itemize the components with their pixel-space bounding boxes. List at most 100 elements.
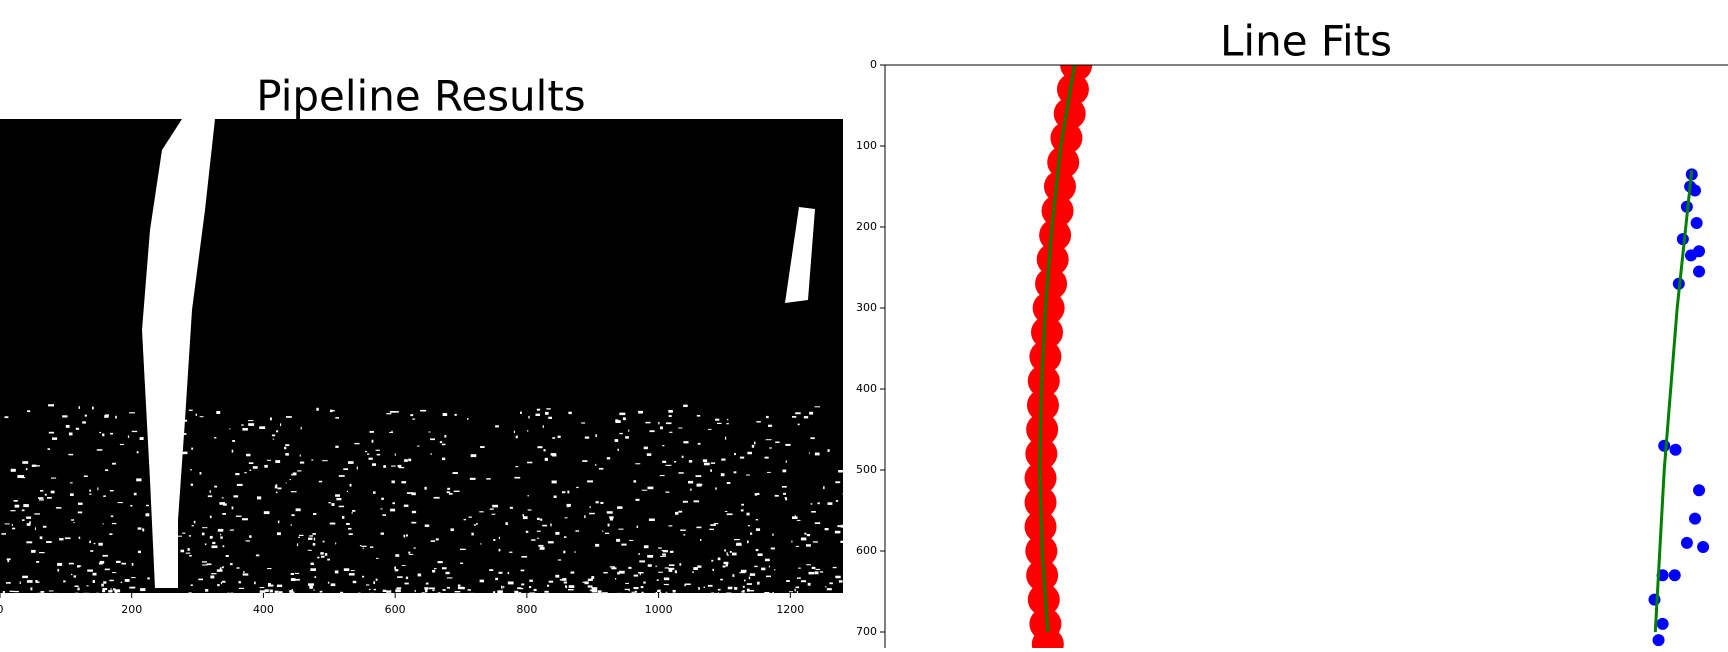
noise-pixel [468, 516, 472, 518]
noise-pixel [814, 452, 820, 456]
noise-pixel [342, 516, 345, 519]
noise-pixel [829, 582, 833, 585]
noise-pixel [561, 491, 566, 494]
noise-pixel [140, 588, 146, 592]
point [1690, 216, 1703, 229]
noise-pixel [373, 491, 376, 494]
noise-pixel [55, 507, 62, 509]
noise-pixel [90, 550, 94, 552]
noise-pixel [755, 549, 759, 552]
noise-pixel [598, 467, 604, 470]
noise-pixel [491, 513, 496, 515]
noise-pixel [587, 585, 593, 588]
noise-pixel [638, 410, 643, 414]
noise-pixel [348, 461, 354, 464]
noise-pixel [297, 470, 302, 472]
noise-pixel [327, 558, 330, 561]
noise-pixel [276, 491, 278, 494]
noise-pixel [285, 453, 289, 456]
noise-pixel [806, 534, 811, 537]
noise-pixel [289, 479, 291, 481]
noise-pixel [782, 469, 787, 473]
noise-pixel [313, 589, 315, 591]
noise-pixel [129, 412, 135, 414]
noise-pixel [97, 487, 99, 491]
noise-pixel [336, 497, 342, 501]
noise-pixel [211, 545, 218, 549]
noise-pixel [74, 592, 79, 596]
noise-pixel [662, 445, 665, 447]
noise-pixel [335, 494, 340, 497]
point [1658, 439, 1671, 452]
noise-pixel [740, 509, 744, 512]
chart-title: Line Fits [1220, 17, 1392, 66]
noise-pixel [204, 543, 207, 546]
noise-pixel [22, 575, 28, 579]
noise-pixel [734, 539, 740, 541]
noise-pixel [808, 452, 810, 454]
noise-pixel [429, 587, 435, 590]
noise-pixel [354, 442, 360, 445]
noise-pixel [7, 560, 10, 563]
noise-pixel [346, 490, 348, 492]
noise-pixel [659, 475, 665, 477]
noise-pixel [536, 408, 541, 411]
noise-pixel [330, 583, 336, 587]
noise-pixel [142, 528, 145, 532]
noise-pixel [115, 560, 121, 563]
noise-pixel [668, 410, 673, 413]
noise-pixel [109, 579, 114, 582]
noise-pixel [6, 582, 11, 584]
noise-pixel [291, 589, 293, 591]
noise-pixel [64, 537, 71, 540]
noise-pixel [242, 573, 249, 576]
noise-pixel [825, 586, 827, 588]
noise-pixel [247, 420, 254, 422]
noise-pixel [324, 553, 328, 556]
noise-pixel [89, 540, 91, 544]
noise-pixel [335, 445, 339, 448]
noise-pixel [14, 504, 20, 508]
point [1026, 413, 1059, 446]
noise-pixel [441, 443, 446, 446]
noise-pixel [710, 524, 716, 526]
noise-pixel [406, 492, 413, 494]
noise-pixel [538, 544, 544, 547]
noise-pixel [727, 418, 729, 421]
noise-pixel [711, 592, 715, 596]
noise-pixel [746, 474, 750, 476]
noise-pixel [785, 460, 787, 463]
noise-pixel [93, 542, 96, 545]
noise-pixel [635, 463, 641, 465]
noise-pixel [746, 512, 750, 516]
noise-pixel [439, 441, 443, 444]
noise-pixel [335, 542, 337, 545]
noise-pixel [724, 549, 726, 552]
noise-pixel [10, 468, 16, 472]
noise-pixel [275, 460, 281, 463]
noise-pixel [9, 590, 14, 592]
noise [1, 404, 847, 596]
noise-pixel [668, 415, 672, 417]
noise-pixel [276, 584, 283, 587]
noise-pixel [827, 502, 833, 505]
noise-pixel [376, 557, 379, 559]
point [1693, 265, 1706, 278]
x-tick-label: 200 [121, 603, 142, 616]
noise-pixel [548, 416, 552, 419]
noise-pixel [190, 483, 194, 486]
noise-pixel [497, 590, 503, 594]
noise-pixel [413, 547, 416, 549]
noise-pixel [199, 472, 202, 475]
noise-pixel [796, 591, 798, 593]
noise-pixel [98, 542, 103, 546]
noise-pixel [754, 565, 758, 568]
noise-pixel [425, 589, 428, 593]
noise-pixel [479, 511, 484, 513]
noise-pixel [414, 589, 416, 593]
noise-pixel [550, 453, 557, 456]
noise-pixel [725, 436, 727, 440]
noise-pixel [404, 582, 409, 585]
noise-pixel [291, 514, 295, 517]
